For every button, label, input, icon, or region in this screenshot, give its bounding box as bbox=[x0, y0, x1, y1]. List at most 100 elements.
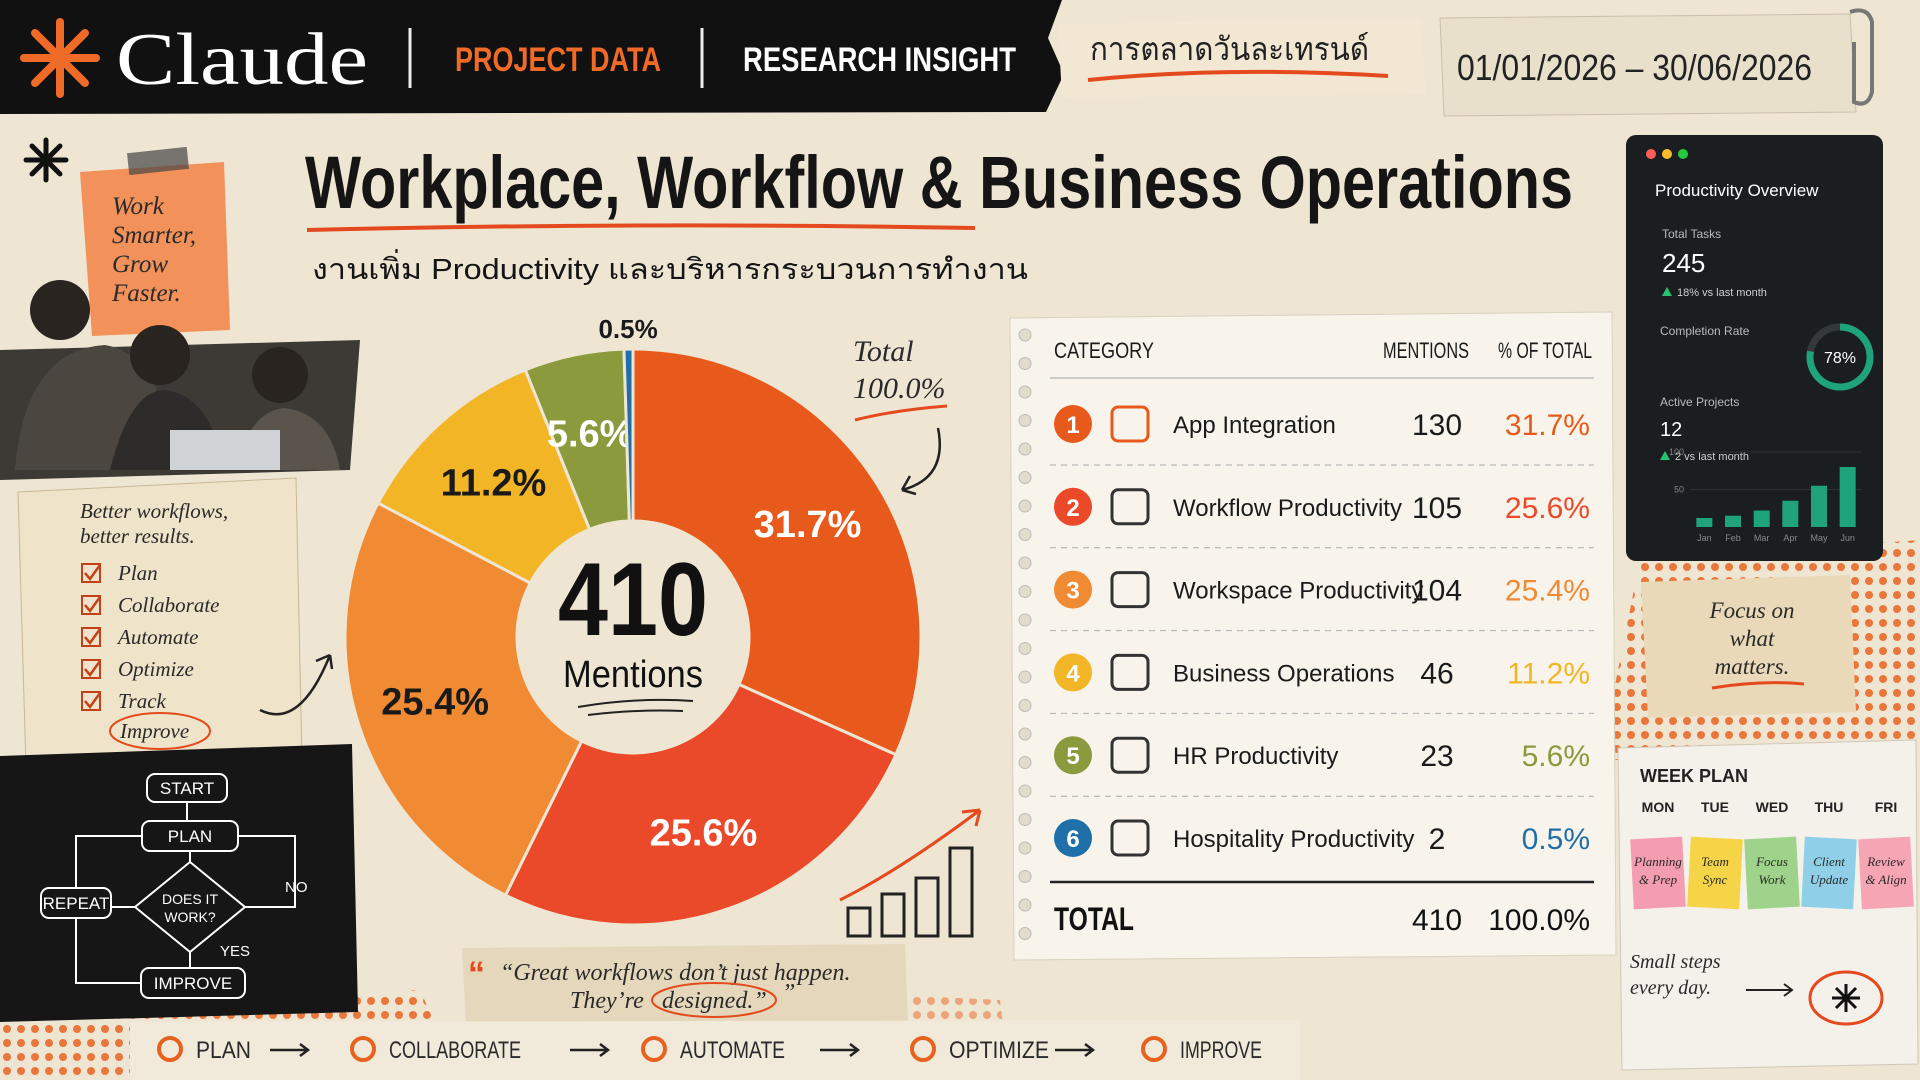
task-text: Work bbox=[1759, 872, 1786, 887]
circle-mark bbox=[1808, 970, 1884, 1026]
binder-hole bbox=[1018, 927, 1032, 940]
binder-hole bbox=[1018, 499, 1032, 513]
flow-label: REPEAT bbox=[43, 894, 110, 913]
category-icon bbox=[1110, 405, 1150, 443]
checklist-item: Plan bbox=[117, 561, 158, 585]
checkbox bbox=[81, 691, 101, 711]
focus-text: Focus on bbox=[1709, 598, 1795, 623]
quote-mark: “ bbox=[468, 955, 485, 993]
checklist-heading: better results. bbox=[80, 524, 195, 548]
category-icon bbox=[1110, 653, 1150, 691]
binder-hole bbox=[1018, 642, 1032, 655]
percent: 25.4% bbox=[1505, 575, 1590, 608]
step-icon bbox=[350, 1036, 376, 1062]
slice-label: 5.6% bbox=[547, 413, 634, 455]
rank-badge bbox=[1054, 487, 1092, 526]
metric-label: Active Projects bbox=[1660, 395, 1739, 409]
x-tick-label: May bbox=[1810, 533, 1828, 543]
step-arrow bbox=[270, 1043, 311, 1057]
mentions: 104 bbox=[1412, 575, 1462, 608]
asterisk bbox=[23, 137, 69, 183]
table-header: MENTIONS bbox=[1383, 338, 1469, 363]
task-sticky bbox=[1630, 836, 1686, 910]
circle-mark bbox=[651, 982, 777, 1018]
window-dot bbox=[1646, 149, 1656, 159]
binder-hole bbox=[1018, 670, 1032, 684]
flow-label: PLAN bbox=[168, 827, 212, 846]
arrow bbox=[1746, 983, 1794, 997]
metric-change: 2 vs last month bbox=[1675, 451, 1749, 463]
mentions: 2 bbox=[1429, 823, 1446, 856]
table-header: CATEGORY bbox=[1054, 338, 1154, 363]
binder-hole bbox=[1018, 528, 1032, 541]
mentions: 105 bbox=[1412, 492, 1462, 525]
category-name: Workflow Productivity bbox=[1173, 495, 1402, 522]
quote: “Great workflows don’t just happen. bbox=[500, 960, 850, 986]
quote: They’re bbox=[570, 988, 644, 1014]
scribble bbox=[577, 698, 694, 716]
category-name: HR Productivity bbox=[1173, 743, 1338, 770]
total-label: TOTAL bbox=[1054, 901, 1134, 937]
checklist-heading: Better workflows, bbox=[80, 499, 228, 523]
rank: 1 bbox=[1066, 412, 1079, 439]
metric-value: 12 bbox=[1660, 419, 1682, 441]
binder-hole bbox=[1018, 385, 1032, 399]
step-label: IMPROVE bbox=[1180, 1037, 1262, 1064]
task-text: Sync bbox=[1703, 872, 1728, 887]
slice-label: 25.6% bbox=[650, 813, 758, 855]
checkbox bbox=[81, 659, 101, 679]
rank-badge bbox=[1054, 653, 1092, 692]
date-range: 01/01/2026 – 30/06/2026 bbox=[1457, 47, 1812, 88]
asterisk bbox=[1832, 984, 1860, 1012]
week-title: WEEK PLAN bbox=[1640, 766, 1748, 786]
checkmark bbox=[84, 692, 102, 710]
donut-slice bbox=[503, 682, 898, 927]
task-text: Focus bbox=[1755, 854, 1788, 869]
rank: 5 bbox=[1066, 743, 1079, 770]
task-sticky bbox=[1801, 836, 1857, 910]
flow-label: START bbox=[160, 779, 214, 798]
arrow bbox=[259, 653, 334, 716]
checkmark bbox=[84, 660, 102, 678]
rank-badge bbox=[1054, 819, 1092, 857]
window-dot bbox=[1678, 149, 1688, 159]
total-percent: 100.0% bbox=[1488, 904, 1590, 937]
completion-ring bbox=[1806, 323, 1874, 391]
checklist-item: Automate bbox=[116, 625, 198, 649]
category-name: Business Operations bbox=[1173, 660, 1394, 687]
binder-hole bbox=[1018, 585, 1032, 598]
flow-label: DOES IT bbox=[162, 891, 218, 907]
day: MON bbox=[1642, 799, 1675, 815]
week-note: Small steps bbox=[1630, 951, 1721, 973]
sticky-text: Faster. bbox=[111, 280, 181, 307]
slice-label: 0.5% bbox=[598, 314, 657, 344]
task-text: Update bbox=[1810, 872, 1849, 887]
x-tick-label: Mar bbox=[1754, 533, 1770, 543]
step-label: OPTIMIZE bbox=[949, 1037, 1049, 1064]
checklist-item: Improve bbox=[119, 719, 189, 743]
subtitle: งานเพิ่ม Productivity และบริหารกระบวนการ… bbox=[312, 249, 1028, 286]
task-text: Planning bbox=[1633, 854, 1682, 869]
step-arrow bbox=[570, 1043, 611, 1057]
x-tick-label: Apr bbox=[1783, 533, 1797, 543]
binder-hole bbox=[1018, 471, 1032, 484]
logo-mark bbox=[20, 18, 100, 98]
checkbox bbox=[81, 627, 101, 647]
category-icon bbox=[1110, 488, 1150, 526]
bar bbox=[1811, 485, 1827, 527]
checklist-item: Collaborate bbox=[118, 593, 220, 617]
tape bbox=[127, 146, 189, 176]
center-value: 410 bbox=[558, 542, 708, 658]
metric-change: 18% vs last month bbox=[1677, 287, 1767, 299]
overview-card bbox=[1626, 135, 1883, 561]
binder-hole bbox=[1018, 870, 1032, 883]
bar bbox=[1839, 467, 1856, 527]
bar bbox=[1696, 518, 1713, 527]
percent: 11.2% bbox=[1507, 657, 1590, 690]
metric-value: 245 bbox=[1662, 248, 1705, 278]
tag: PROJECT DATA bbox=[455, 41, 661, 79]
rank: 3 bbox=[1066, 578, 1079, 605]
step-arrow bbox=[820, 1043, 861, 1057]
